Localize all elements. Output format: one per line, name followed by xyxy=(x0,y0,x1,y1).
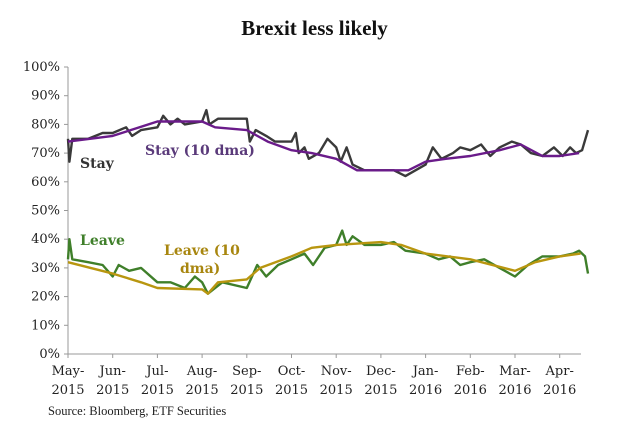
y-tick-label: 50% xyxy=(31,204,60,219)
x-tick-label-month: Dec- xyxy=(366,364,396,379)
series-line-stay-10-dma xyxy=(67,120,580,172)
x-tick-label-month: Nov- xyxy=(321,364,352,379)
series-line-leave-10-dma xyxy=(67,240,581,295)
x-tick-label-year: 2015 xyxy=(275,383,308,398)
series-label: Leave (10 xyxy=(164,243,240,259)
x-tick-label-year: 2015 xyxy=(364,383,397,398)
series-label: dma) xyxy=(180,261,220,277)
y-tick-label: 10% xyxy=(31,318,60,333)
x-tick-label-month: Apr- xyxy=(545,364,574,379)
y-tick-label: 90% xyxy=(31,89,60,104)
y-tick-label: 30% xyxy=(31,261,60,276)
x-tick-label-year: 2016 xyxy=(409,383,442,398)
x-tick-label-month: May- xyxy=(52,364,85,379)
x-tick-label-year: 2015 xyxy=(186,383,219,398)
x-tick-label-year: 2016 xyxy=(454,383,487,398)
chart-title: Brexit less likely xyxy=(241,16,388,40)
x-tick-label-year: 2016 xyxy=(498,383,531,398)
x-tick-label-year: 2015 xyxy=(96,383,129,398)
x-tick-label-month: Feb- xyxy=(456,364,485,379)
x-tick-label-month: Jul- xyxy=(144,364,168,379)
x-tick-label-month: Mar- xyxy=(499,364,531,379)
x-tick-label-year: 2015 xyxy=(141,383,174,398)
x-tick-label-year: 2016 xyxy=(543,383,576,398)
y-tick-label: 100% xyxy=(23,60,60,75)
axes: 0% 10% 20% 30% 40% 50% 60% 70% 80% 90% 100% May- 201… xyxy=(23,60,581,398)
y-tick-label: 20% xyxy=(31,290,60,305)
x-tick-label-month: Sep- xyxy=(232,364,261,379)
series-label: Stay (10 dma) xyxy=(145,143,255,159)
y-tick-label: 70% xyxy=(31,146,60,161)
series-lines xyxy=(66,108,590,295)
y-tick-label: 40% xyxy=(31,232,60,247)
x-tick-label-month: Jun- xyxy=(98,364,126,379)
y-tick-label: 60% xyxy=(31,175,60,190)
x-tick-label-month: Oct- xyxy=(278,364,306,379)
series-label: Leave xyxy=(80,233,125,249)
y-tick-label: 0% xyxy=(39,347,60,362)
series-line-leave xyxy=(66,229,590,295)
series-label: Stay xyxy=(80,156,115,172)
x-tick-label-year: 2015 xyxy=(230,383,263,398)
x-tick-label-year: 2015 xyxy=(51,383,84,398)
x-tick-label-month: Aug- xyxy=(186,364,217,379)
source-note: Source: Bloomberg, ETF Securities xyxy=(48,404,227,418)
series-labels: Stay Stay (10 dma) Leave Leave (10 dma) xyxy=(80,143,255,277)
y-tick-label: 80% xyxy=(31,117,60,132)
x-tick-label-month: Jan- xyxy=(411,364,439,379)
x-tick-label-year: 2015 xyxy=(320,383,353,398)
